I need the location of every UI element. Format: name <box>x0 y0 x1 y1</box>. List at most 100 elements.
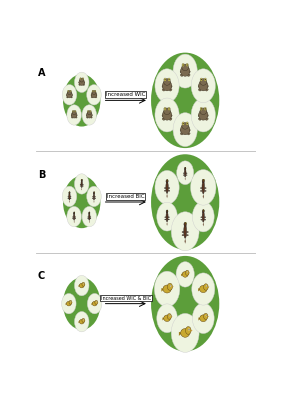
Circle shape <box>192 201 214 232</box>
Ellipse shape <box>206 86 208 88</box>
Polygon shape <box>191 330 193 332</box>
Ellipse shape <box>95 196 96 197</box>
Ellipse shape <box>74 212 75 214</box>
Circle shape <box>185 223 186 224</box>
Polygon shape <box>198 288 200 292</box>
Ellipse shape <box>170 115 172 117</box>
Ellipse shape <box>201 217 202 218</box>
Text: B: B <box>38 170 45 180</box>
Circle shape <box>205 79 206 80</box>
Ellipse shape <box>68 198 69 199</box>
Ellipse shape <box>200 285 207 293</box>
Circle shape <box>80 78 81 79</box>
Circle shape <box>183 64 184 66</box>
Ellipse shape <box>204 190 206 192</box>
Circle shape <box>87 186 101 206</box>
Ellipse shape <box>93 302 96 305</box>
Circle shape <box>185 222 186 224</box>
Circle shape <box>204 107 206 111</box>
Circle shape <box>151 256 219 351</box>
Text: Increased WIC & BIC: Increased WIC & BIC <box>101 296 151 300</box>
Circle shape <box>173 54 197 88</box>
Polygon shape <box>91 303 93 305</box>
Circle shape <box>201 108 202 110</box>
Ellipse shape <box>163 285 171 293</box>
Text: C: C <box>38 271 45 281</box>
Circle shape <box>203 179 204 181</box>
Circle shape <box>83 283 84 284</box>
Text: Increased BIC: Increased BIC <box>107 194 145 199</box>
Circle shape <box>167 210 168 211</box>
Ellipse shape <box>202 210 204 213</box>
Ellipse shape <box>79 320 84 324</box>
Ellipse shape <box>80 78 84 82</box>
Ellipse shape <box>187 133 190 135</box>
Circle shape <box>200 107 202 111</box>
Circle shape <box>74 212 75 213</box>
Ellipse shape <box>202 181 204 194</box>
Circle shape <box>164 79 166 80</box>
Ellipse shape <box>83 82 85 84</box>
Circle shape <box>168 107 170 111</box>
Circle shape <box>82 206 97 227</box>
Polygon shape <box>167 194 168 198</box>
Circle shape <box>63 74 101 126</box>
Ellipse shape <box>164 316 169 320</box>
Ellipse shape <box>164 190 166 191</box>
Circle shape <box>69 300 72 304</box>
Circle shape <box>70 301 71 302</box>
Polygon shape <box>167 222 168 226</box>
Ellipse shape <box>91 97 93 98</box>
Ellipse shape <box>200 286 205 291</box>
Ellipse shape <box>206 115 208 117</box>
Ellipse shape <box>166 212 168 222</box>
Ellipse shape <box>202 211 204 222</box>
Ellipse shape <box>162 81 172 91</box>
Ellipse shape <box>91 92 97 98</box>
Circle shape <box>90 110 91 112</box>
Circle shape <box>206 315 207 316</box>
Circle shape <box>164 78 166 81</box>
Ellipse shape <box>200 190 202 192</box>
Ellipse shape <box>181 66 190 76</box>
Ellipse shape <box>71 112 77 118</box>
Ellipse shape <box>165 217 166 218</box>
Ellipse shape <box>80 284 83 287</box>
Ellipse shape <box>170 118 172 120</box>
Circle shape <box>82 78 84 80</box>
Ellipse shape <box>67 92 72 98</box>
Circle shape <box>191 170 216 205</box>
Circle shape <box>201 79 202 80</box>
Circle shape <box>67 206 82 227</box>
Ellipse shape <box>181 330 187 335</box>
Ellipse shape <box>186 173 187 174</box>
Ellipse shape <box>184 222 186 226</box>
Circle shape <box>182 122 184 125</box>
Circle shape <box>188 328 190 330</box>
Ellipse shape <box>201 219 202 220</box>
Ellipse shape <box>199 81 208 91</box>
Ellipse shape <box>204 219 206 220</box>
Circle shape <box>67 105 82 125</box>
Circle shape <box>167 180 168 181</box>
Ellipse shape <box>70 196 71 197</box>
Ellipse shape <box>68 90 72 94</box>
Circle shape <box>75 111 76 112</box>
Polygon shape <box>198 318 200 320</box>
Circle shape <box>155 170 179 204</box>
Ellipse shape <box>162 110 172 120</box>
Circle shape <box>168 79 170 80</box>
Ellipse shape <box>82 184 83 185</box>
Ellipse shape <box>91 115 92 116</box>
Ellipse shape <box>188 71 190 73</box>
Ellipse shape <box>183 272 187 276</box>
Ellipse shape <box>71 115 72 116</box>
Polygon shape <box>172 286 174 288</box>
Ellipse shape <box>164 286 169 291</box>
Ellipse shape <box>183 173 184 174</box>
Ellipse shape <box>166 210 168 213</box>
Circle shape <box>74 312 89 332</box>
Circle shape <box>187 123 188 124</box>
Ellipse shape <box>66 95 68 96</box>
Circle shape <box>171 314 199 352</box>
